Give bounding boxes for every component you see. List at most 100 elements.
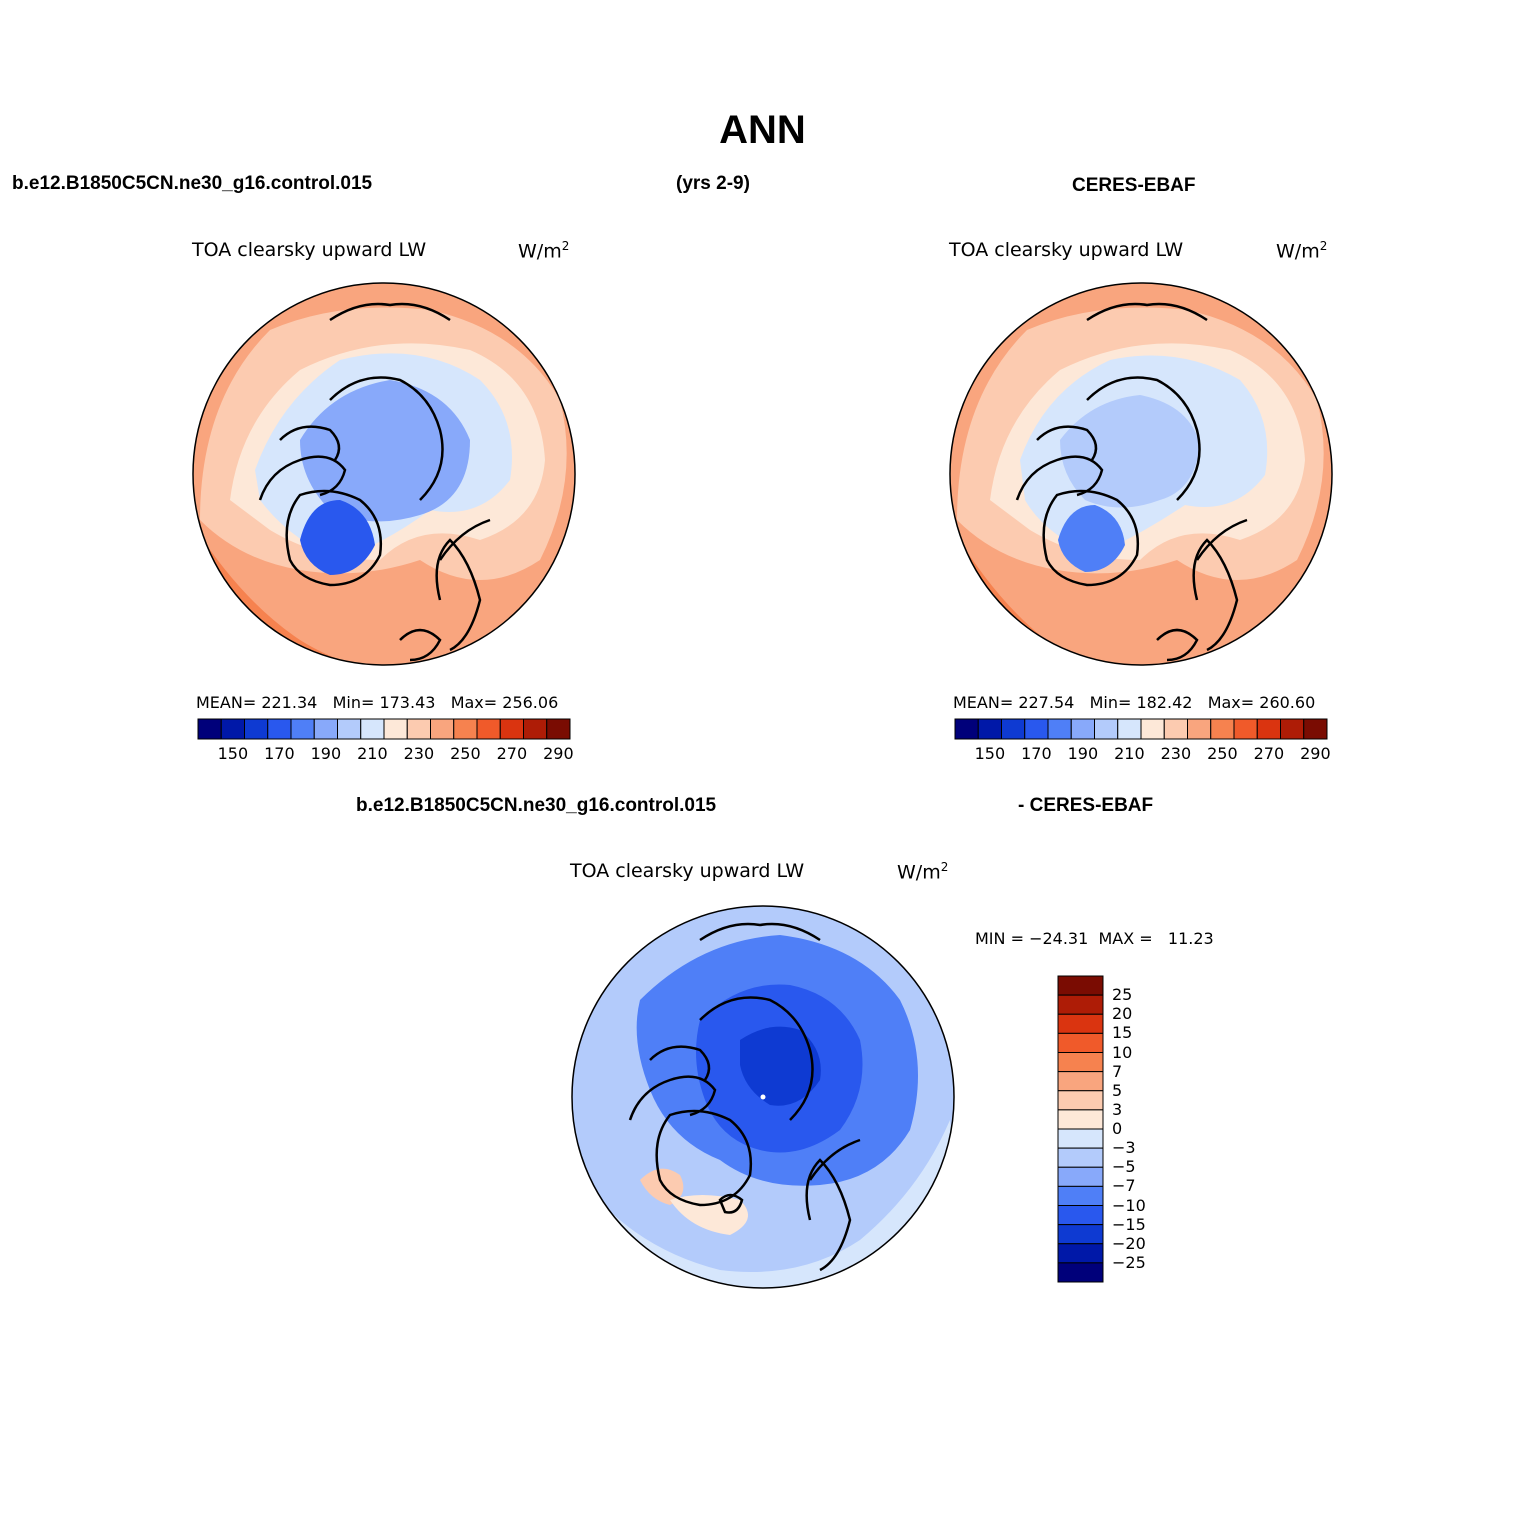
panel1-colorbar-swatch <box>476 718 501 740</box>
panel2-units-label: W/m2 <box>1276 239 1327 262</box>
panel1-colorbar-tick-label: 250 <box>450 744 481 763</box>
diff-units-label: W/m2 <box>897 860 948 883</box>
diff-colorbar-swatch <box>1057 994 1104 1015</box>
panel1-colorbar-tick-label: 190 <box>310 744 342 763</box>
panel1-colorbar-tick-label: 230 <box>403 744 435 763</box>
panel1-colorbar-tick-label: 210 <box>357 744 388 763</box>
diff-colorbar-tick-label: −10 <box>1112 1195 1146 1215</box>
panel2-colorbar-swatch <box>1303 718 1328 740</box>
diff-map <box>572 906 954 1288</box>
panel1-colorbar-swatch <box>360 718 385 740</box>
panel2-colorbar-tick-label: 170 <box>1021 744 1052 763</box>
diff-units-base: W/m <box>897 861 941 884</box>
diff-units-sup: 2 <box>940 860 949 874</box>
panel1-colorbar-swatch <box>546 718 571 740</box>
panel2-colorbar-swatch <box>1070 718 1095 740</box>
case-name-label: b.e12.B1850C5CN.ne30_g16.control.015 <box>12 173 373 194</box>
panel2-colorbar-swatch <box>1024 718 1049 740</box>
panel2-colorbar-tick-label: 230 <box>1160 744 1192 763</box>
panel1-colorbar-swatch <box>499 718 524 740</box>
panel2-units-base: W/m <box>1276 240 1320 263</box>
diff-colorbar-swatch <box>1057 1013 1104 1034</box>
panel1-units-sup: 2 <box>561 239 570 253</box>
diff-colorbar-tick-label: −3 <box>1112 1138 1136 1158</box>
diff-field-mild-spot <box>670 1195 748 1235</box>
diff-colorbar-swatch <box>1057 1243 1104 1264</box>
diff-colorbar-tick-label: 7 <box>1112 1061 1123 1081</box>
panel1-greenland-min <box>300 500 375 575</box>
panel2-colorbar-swatch <box>1187 718 1212 740</box>
panel2-colorbar-swatch <box>954 718 979 740</box>
panel2-units-sup: 2 <box>1319 239 1328 253</box>
panel1-colorbar-tick-label: 150 <box>217 744 249 763</box>
diff-colorbar-tick-label: 3 <box>1112 1099 1123 1119</box>
diff-colorbar-tick-label: 10 <box>1112 1042 1133 1062</box>
panel1-field-cold <box>300 380 470 522</box>
panel2-variable-label: TOA clearsky upward LW <box>949 239 1184 261</box>
diff-colorbar-swatch <box>1057 1147 1104 1168</box>
panel2-colorbar-tick-label: 270 <box>1253 744 1285 763</box>
panel2-colorbar-swatch <box>1210 718 1235 740</box>
panel2-map-border <box>949 282 1333 666</box>
panel1-colorbar-tick-label: 170 <box>264 744 295 763</box>
panel1-colorbar-swatch <box>523 718 548 740</box>
panel1-colorbar-swatch <box>290 718 315 740</box>
diff-colorbar-swatch <box>1057 1205 1104 1226</box>
panel1-units-base: W/m <box>518 240 562 263</box>
diff-minmax: MIN = −24.31 MAX = 11.23 <box>975 929 1214 948</box>
panel1-colorbar-swatch <box>383 718 408 740</box>
diff-colorbar-tick-label: −7 <box>1112 1176 1136 1196</box>
panel2-colorbar-swatch <box>1140 718 1165 740</box>
diff-pole-marker <box>760 1094 766 1100</box>
years-label: (yrs 2-9) <box>676 173 750 194</box>
figure-title: ANN <box>719 108 806 152</box>
diff-colorbar-tick-label: 15 <box>1112 1023 1133 1043</box>
diff-coastlines <box>628 922 861 1272</box>
panel1-colorbar-swatch <box>313 718 338 740</box>
diff-map-border <box>571 905 955 1289</box>
diff-colorbar-swatch <box>1057 975 1104 996</box>
panel2-colorbar-swatch <box>1117 718 1142 740</box>
panel1-colorbar-swatch <box>197 718 222 740</box>
diff-colorbar-tick-label: −20 <box>1112 1233 1146 1253</box>
diff-colorbar-swatch <box>1057 1166 1104 1187</box>
diff-colorbar-tick-label: 0 <box>1112 1119 1123 1138</box>
panel1-colorbar <box>197 718 571 740</box>
panel2-greenland-min <box>1058 505 1125 572</box>
obs-name-label: CERES-EBAF <box>1072 175 1196 196</box>
panel1-coastlines <box>258 302 491 662</box>
diff-colorbar-swatch <box>1057 1185 1104 1206</box>
panel1-colorbar-swatch <box>337 718 362 740</box>
panel2-colorbar-swatch <box>1047 718 1072 740</box>
diff-variable-label: TOA clearsky upward LW <box>570 860 805 882</box>
panel1-colorbar-swatch <box>453 718 478 740</box>
panel2-colorbar-tick-label: 150 <box>974 744 1006 763</box>
diff-colorbar-swatch <box>1057 1052 1104 1073</box>
diff-colorbar-swatch <box>1057 1090 1104 1111</box>
panel1-colorbar-swatch <box>267 718 292 740</box>
panel1-colorbar-swatch <box>406 718 431 740</box>
panel2-colorbar-tick-label: 190 <box>1067 744 1099 763</box>
diff-colorbar-swatch <box>1057 1128 1104 1149</box>
diff-field-coldest <box>740 1026 821 1106</box>
panel2-colorbar-swatch <box>1163 718 1188 740</box>
panel1-map <box>193 283 575 665</box>
panel2-colorbar-swatch <box>1094 718 1119 740</box>
panel1-colorbar-swatch <box>430 718 455 740</box>
diff-colorbar-tick-label: 20 <box>1112 1004 1133 1024</box>
panel1-colorbar-swatch <box>220 718 245 740</box>
panel2-colorbar-swatch <box>977 718 1002 740</box>
panel2-colorbar-swatch <box>1233 718 1258 740</box>
diff-colorbar-tick-label: −25 <box>1112 1252 1146 1272</box>
panel2-stats: MEAN= 227.54 Min= 182.42 Max= 260.60 <box>953 693 1316 712</box>
panel2-colorbar-swatch <box>1280 718 1305 740</box>
panel1-stats: MEAN= 221.34 Min= 173.43 Max= 256.06 <box>196 693 559 712</box>
panel1-colorbar-tick-label: 290 <box>543 744 574 763</box>
diff-suffix-label: - CERES-EBAF <box>1018 795 1154 816</box>
diff-colorbar-swatch <box>1057 1262 1104 1283</box>
panel1-variable-label: TOA clearsky upward LW <box>192 239 427 261</box>
diff-colorbar-swatch <box>1057 1032 1104 1053</box>
diff-colorbar-swatch <box>1057 1109 1104 1130</box>
diff-colorbar-tick-label: −15 <box>1112 1214 1146 1234</box>
diff-colorbar-tick-label: 5 <box>1112 1080 1123 1100</box>
